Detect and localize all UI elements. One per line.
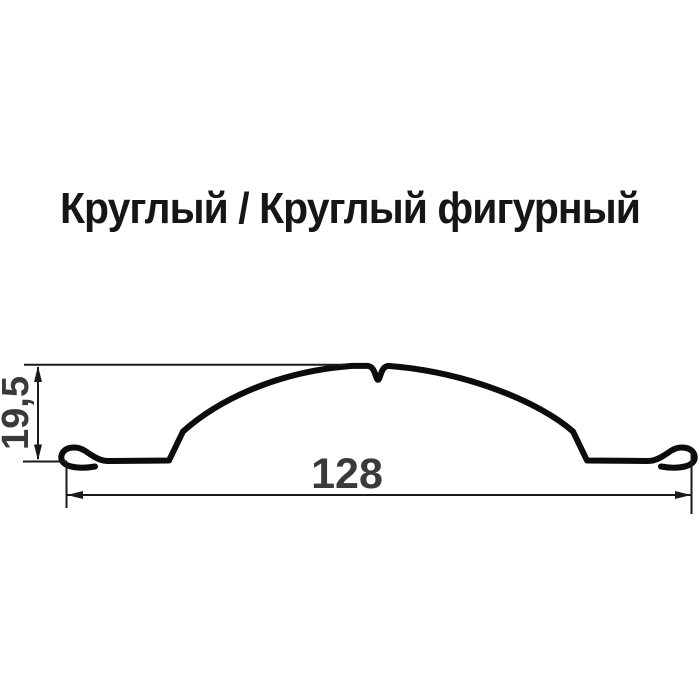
profile-outline [58, 362, 698, 471]
height-dimension-label: 19,5 [0, 376, 37, 450]
dim-arrow-down-icon [34, 444, 42, 461]
dim-arrow-up-icon [34, 366, 42, 382]
width-dimension: 128 [65, 450, 693, 514]
dim-arrow-left-icon [67, 491, 83, 499]
dim-arrow-right-icon [675, 491, 691, 499]
page-title: Круглый / Круглый фигурный [60, 184, 641, 233]
width-dimension-label: 128 [311, 450, 383, 498]
height-dimension: 19,5 [0, 363, 345, 463]
